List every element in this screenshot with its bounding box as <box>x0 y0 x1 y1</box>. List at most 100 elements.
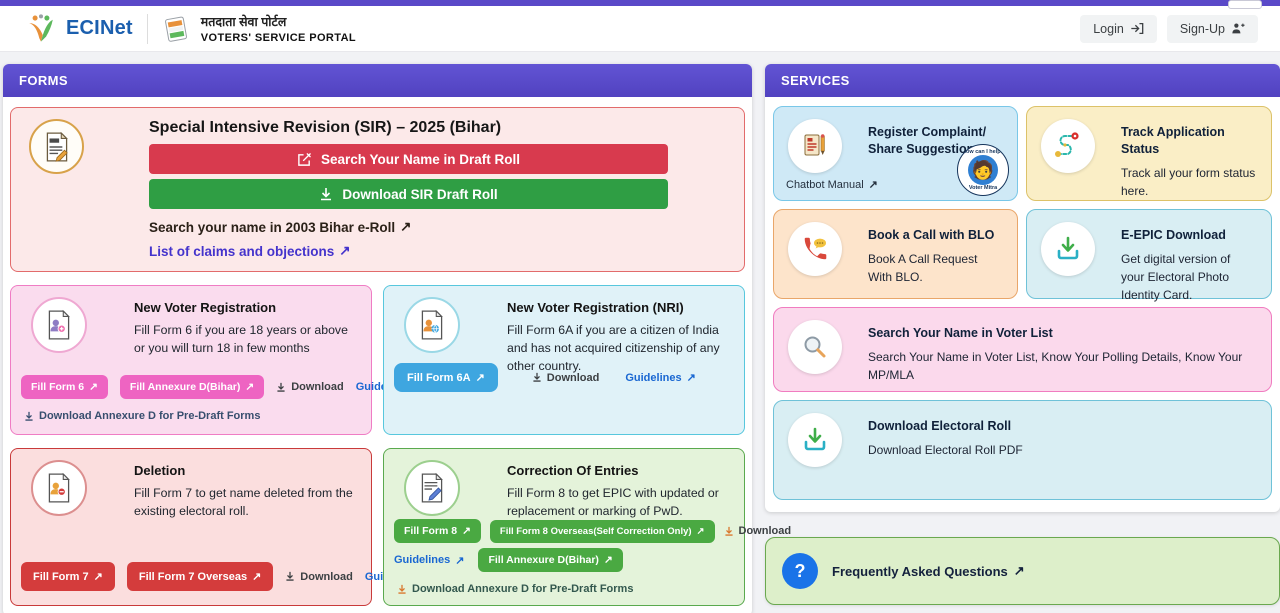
services-panel-header: SERVICES <box>765 64 1280 97</box>
download-icon <box>277 382 285 392</box>
download-tray-icon <box>1041 222 1095 276</box>
external-link-icon: ↗ <box>462 525 471 537</box>
sir-download-draft-roll-button[interactable]: Download SIR Draft Roll <box>149 179 668 209</box>
deletion-doc-icon <box>31 460 87 516</box>
fill-form-8-button[interactable]: Fill Form 8 ↗ <box>394 519 481 543</box>
service-card-book-call-blo[interactable]: Book a Call with BLO Book A Call Request… <box>773 209 1018 299</box>
card-desc: Fill Form 8 to get EPIC with updated or … <box>507 486 719 518</box>
external-link-icon: ↗ <box>1013 563 1025 578</box>
service-card-register-complaint[interactable]: Register Complaint/ Share Suggestion Cha… <box>773 106 1018 201</box>
service-desc: Get digital version of your Electoral Ph… <box>1121 251 1231 302</box>
complaint-form-icon <box>788 119 842 173</box>
service-title: Download Electoral Roll <box>868 419 1012 433</box>
service-card-track-application[interactable]: Track Application Status Track all your … <box>1026 106 1272 201</box>
service-title: Register Complaint/ Share Suggestion <box>868 125 987 156</box>
deletion-card: Deletion Fill Form 7 to get name deleted… <box>10 448 435 606</box>
guidelines-link[interactable]: Guidelines ↗ <box>394 554 465 567</box>
sir-2003-eroll-link[interactable]: Search your name in 2003 Bihar e-Roll ↗ <box>149 219 412 235</box>
sir-title: Special Intensive Revision (SIR) – 2025 … <box>149 119 502 136</box>
search-icon <box>788 320 842 374</box>
download-annexure-d-link[interactable]: Download Annexure D for Pre-Draft Forms <box>397 583 633 595</box>
download-icon <box>319 187 333 202</box>
external-link-icon: ↗ <box>455 554 465 567</box>
external-link-icon: ↗ <box>252 571 262 583</box>
fill-annexure-d-bihar-button[interactable]: Fill Annexure D(Bihar) ↗ <box>119 375 265 399</box>
portal-title-english: VOTERS' SERVICE PORTAL <box>200 32 357 44</box>
guidelines-link[interactable]: Guidelines ↗ <box>625 371 696 385</box>
fill-annexure-d-bihar-button[interactable]: Fill Annexure D(Bihar) ↗ <box>478 548 623 572</box>
faq-card[interactable]: ? Frequently Asked Questions ↗ <box>765 537 1280 605</box>
forms-panel: FORMS Special Intensive Revision (SIR) –… <box>3 64 791 613</box>
service-desc: Download Electoral Roll PDF <box>868 442 1023 457</box>
portal-title-hindi: मतदाता सेवा पोर्टल <box>200 15 287 29</box>
sir-card: Special Intensive Revision (SIR) – 2025 … <box>10 107 745 272</box>
fill-form-6a-button[interactable]: Fill Form 6A ↗ <box>394 363 498 392</box>
download-annexure-d-link[interactable]: Download Annexure D for Pre-Draft Forms <box>24 410 260 422</box>
external-link-icon: ↗ <box>245 381 255 393</box>
download-icon <box>398 584 406 594</box>
card-title: Correction Of Entries <box>507 463 639 478</box>
nri-doc-icon <box>404 297 460 353</box>
service-desc: Book A Call Request With BLO. <box>868 251 978 284</box>
download-link[interactable]: Download <box>285 571 353 583</box>
external-link-icon: ↗ <box>93 571 103 583</box>
service-desc: Search Your Name in Voter List, Know You… <box>868 349 1243 382</box>
login-button[interactable]: Login <box>1080 14 1157 43</box>
chatbot-manual-link[interactable]: Chatbot Manual ↗ <box>786 178 878 192</box>
fill-form-8-overseas-button[interactable]: Fill Form 8 Overseas(Self Correction Onl… <box>489 519 715 543</box>
service-title: Track Application Status <box>1121 125 1225 156</box>
external-link-icon: ↗ <box>339 243 351 258</box>
external-link-icon: ↗ <box>696 525 705 537</box>
login-label: Login <box>1093 21 1124 36</box>
correction-of-entries-card: Correction Of Entries Fill Form 8 to get… <box>383 448 791 606</box>
topbar-chip <box>1228 0 1262 9</box>
download-icon <box>25 411 33 421</box>
route-tracker-icon <box>1041 119 1095 173</box>
new-voter-registration-card: New Voter Registration Fill Form 6 if yo… <box>10 285 426 435</box>
new-voter-doc-icon <box>31 297 87 353</box>
external-link-icon: ↗ <box>89 381 98 393</box>
service-card-eepic-download[interactable]: E-EPIC Download Get digital version of y… <box>1026 209 1272 302</box>
service-card-search-voter-list[interactable]: Search Your Name in Voter List Search Yo… <box>773 307 1272 392</box>
signup-button[interactable]: Sign-Up <box>1166 14 1258 43</box>
chatbot-avatar[interactable]: How can I help? 🧑 Voter Mitra <box>957 144 1009 196</box>
ecinet-logo-icon <box>24 13 58 45</box>
phone-call-icon <box>788 222 842 276</box>
download-link[interactable]: Download <box>532 372 599 384</box>
card-desc: Fill Form 6 if you are 18 years or above… <box>134 323 348 355</box>
correction-doc-icon <box>404 460 460 516</box>
question-mark-icon: ? <box>782 553 818 589</box>
top-accent-strip <box>0 0 1280 9</box>
card-title: New Voter Registration (NRI) <box>507 300 684 315</box>
service-card-download-electoral-roll[interactable]: Download Electoral Roll Download Elector… <box>773 400 1272 500</box>
services-panel: SERVICES <box>765 64 1280 512</box>
download-link[interactable]: Download <box>724 525 791 537</box>
external-link-icon: ↗ <box>686 372 696 384</box>
chatbot-arc-bottom: Voter Mitra <box>968 185 998 191</box>
sir-search-draft-roll-button[interactable]: Search Your Name in Draft Roll <box>149 144 668 174</box>
service-title: Book a Call with BLO <box>868 228 995 242</box>
card-desc: Fill Form 7 to get name deleted from the… <box>134 486 353 518</box>
nri-registration-card: New Voter Registration (NRI) Fill Form 6… <box>383 285 745 435</box>
external-link-icon: ↗ <box>603 554 613 566</box>
fill-form-6-button[interactable]: Fill Form 6 ↗ <box>21 375 108 399</box>
login-arrow-icon <box>1130 22 1144 35</box>
fill-form-7-overseas-button[interactable]: Fill Form 7 Overseas ↗ <box>126 562 274 591</box>
download-icon <box>533 372 541 382</box>
header-divider <box>146 13 148 44</box>
signup-label: Sign-Up <box>1179 21 1225 36</box>
ep-form-doc-icon <box>29 119 84 174</box>
chatbot-arc-top: How can I help? <box>962 148 1004 155</box>
download-tray-icon <box>788 413 842 467</box>
card-desc: Fill Form 6A if you are a citizen of Ind… <box>507 323 720 373</box>
sir-claims-objections-link[interactable]: List of claims and objections ↗ <box>149 243 351 259</box>
service-title: E-EPIC Download <box>1121 228 1226 242</box>
fill-form-7-button[interactable]: Fill Form 7 ↗ <box>21 562 115 591</box>
faq-label: Frequently Asked Questions <box>832 563 1008 579</box>
brand-name: ECINet <box>66 17 133 39</box>
person-add-icon <box>1231 22 1245 35</box>
download-link[interactable]: Download <box>276 381 344 393</box>
forms-panel-header: FORMS <box>3 64 752 97</box>
edit-icon <box>297 152 312 167</box>
card-title: Deletion <box>134 463 186 478</box>
